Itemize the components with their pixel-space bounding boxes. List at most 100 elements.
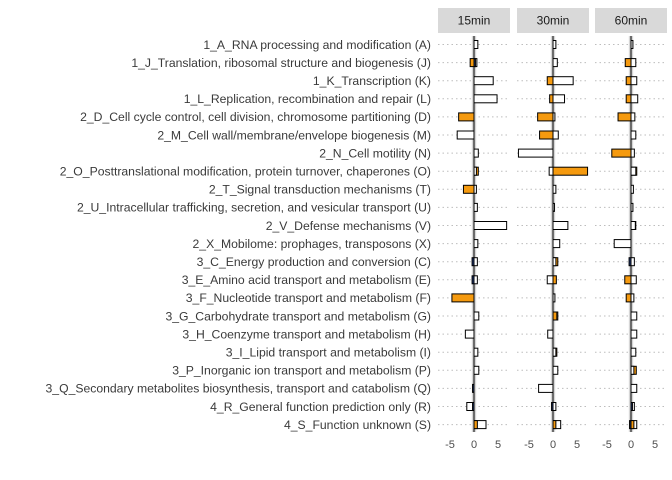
bar-60min-3-f-nucleotide-transport-and-metabolism-f — [625, 293, 632, 303]
bar-60min-3-h-coenzyme-transport-and-metabolism-h — [630, 329, 638, 339]
bar-60min-1-l-replication-recombination-and-repair-l — [625, 94, 632, 104]
bar-30min-3-p-inorganic-ion-transport-and-metabolism-p — [552, 365, 559, 375]
bar-15min-2-v-defense-mechanisms-v — [473, 221, 508, 230]
category-label-2-d-cell-cycle-control-cell-division-chromosome-partitioning-d: 2_D_Cell cycle control, cell division, c… — [80, 110, 431, 124]
category-label-1-l-replication-recombination-and-repair-l: 1_L_Replication, recombination and repai… — [184, 92, 431, 106]
x-tick-label: -5 — [524, 439, 534, 451]
bar-15min-1-k-transcription-k — [473, 76, 494, 86]
bar-30min-3-g-carbohydrate-transport-and-metabolism-g — [552, 311, 558, 321]
bar-60min-3-c-energy-production-and-conversion-c — [630, 257, 635, 267]
bar-60min-2-d-cell-cycle-control-cell-division-chromosome-partitioning-d — [630, 112, 636, 122]
bar-30min-1-k-transcription-k — [546, 76, 554, 86]
bar-30min-2-x-mobilome-prophages-transposons-x — [552, 239, 561, 249]
category-label-3-f-nucleotide-transport-and-metabolism-f: 3_F_Nucleotide transport and metabolism … — [186, 291, 431, 305]
facet-strip-label-60min: 60min — [615, 14, 648, 28]
bar-60min-1-j-translation-ribosomal-structure-and-biogenesis-j — [630, 58, 637, 68]
x-tick-label: 0 — [628, 439, 634, 451]
bar-30min-2-o-posttranslational-modification-protein-turnover-chaperones-o — [552, 166, 589, 176]
category-label-1-j-translation-ribosomal-structure-and-biogenesis-j: 1_J_Translation, ribosomal structure and… — [131, 56, 431, 70]
facet-panels: 15min -5 0 5 30min -5 0 5 60min -5 0 5 — [438, 8, 667, 451]
category-label-2-u-intracellular-trafficking-secretion-and-vesicular-transport-u: 2_U_Intracellular trafficking, secretion… — [77, 201, 431, 215]
bar-15min-1-j-translation-ribosomal-structure-and-biogenesis-j — [469, 58, 475, 68]
category-label-2-x-mobilome-prophages-transposons-x: 2_X_Mobilome: prophages, transposons (X) — [193, 237, 431, 251]
bar-30min-1-l-replication-recombination-and-repair-l — [552, 94, 566, 104]
category-label-2-m-cell-wall-membrane-envelope-biogenesis-m: 2_M_Cell wall/membrane/envelope biogenes… — [157, 128, 431, 142]
x-tick-label: 0 — [471, 439, 477, 451]
x-tick-label: 0 — [550, 439, 556, 451]
bar-15min-2-u-intracellular-trafficking-secretion-and-vesicular-transport-u — [473, 202, 478, 212]
bar-30min-1-l-replication-recombination-and-repair-l — [549, 94, 554, 104]
bar-15min-2-m-cell-wall-membrane-envelope-biogenesis-m — [456, 130, 475, 140]
bar-30min-2-v-defense-mechanisms-v — [552, 221, 569, 230]
bar-15min-3-e-amino-acid-transport-and-metabolism-e — [473, 275, 478, 285]
bar-15min-3-c-energy-production-and-conversion-c — [473, 257, 478, 267]
category-label-3-g-carbohydrate-transport-and-metabolism-g: 3_G_Carbohydrate transport and metabolis… — [165, 309, 431, 323]
bar-60min-1-j-translation-ribosomal-structure-and-biogenesis-j — [624, 58, 632, 68]
bar-60min-3-q-secondary-metabolites-biosynthesis-transport-and-catabolism-q — [630, 383, 638, 393]
category-label-3-q-secondary-metabolites-biosynthesis-transport-and-catabolism-q: 3_Q_Secondary metabolites biosynthesis, … — [46, 382, 431, 396]
bar-60min-2-n-cell-motility-n — [630, 148, 635, 158]
bar-60min-2-m-cell-wall-membrane-envelope-biogenesis-m — [630, 130, 637, 140]
category-label-4-r-general-function-prediction-only-r: 4_R_General function prediction only (R) — [210, 400, 431, 414]
bar-60min-3-i-lipid-transport-and-metabolism-i — [630, 347, 637, 357]
bar-15min-2-d-cell-cycle-control-cell-division-chromosome-partitioning-d — [458, 112, 475, 122]
category-label-1-k-transcription-k: 1_K_Transcription (K) — [313, 74, 431, 88]
bar-15min-3-f-nucleotide-transport-and-metabolism-f — [451, 293, 475, 303]
facet-strip-30min — [517, 8, 589, 33]
bar-60min-2-o-posttranslational-modification-protein-turnover-chaperones-o — [630, 166, 637, 176]
bar-15min-4-s-function-unknown-s — [473, 420, 478, 430]
bar-30min-3-e-amino-acid-transport-and-metabolism-e — [552, 275, 557, 285]
category-label-4-s-function-unknown-s: 4_S_Function unknown (S) — [284, 418, 431, 432]
x-tick-label: -5 — [602, 439, 612, 451]
bar-15min-3-i-lipid-transport-and-metabolism-i — [473, 347, 479, 357]
bar-60min-1-k-transcription-k — [625, 76, 632, 86]
x-tick-label: -5 — [445, 439, 455, 451]
category-label-2-v-defense-mechanisms-v: 2_V_Defense mechanisms (V) — [266, 219, 431, 233]
bar-60min-3-g-carbohydrate-transport-and-metabolism-g — [630, 311, 638, 321]
bar-30min-2-n-cell-motility-n — [517, 148, 554, 158]
facet-panel-15min: 15min -5 0 5 — [438, 8, 510, 451]
bar-30min-3-q-secondary-metabolites-biosynthesis-transport-and-catabolism-q — [538, 383, 554, 393]
bar-15min-2-n-cell-motility-n — [473, 148, 479, 158]
bar-30min-3-e-amino-acid-transport-and-metabolism-e — [546, 275, 554, 285]
bar-30min-2-o-posttranslational-modification-protein-turnover-chaperones-o — [548, 166, 554, 176]
facet-strip-60min — [595, 8, 667, 33]
bar-30min-3-h-coenzyme-transport-and-metabolism-h — [547, 329, 554, 339]
bar-15min-1-a-rna-processing-and-modification-a — [473, 40, 479, 49]
category-label-2-o-posttranslational-modification-protein-turnover-chaperones-o: 2_O_Posttranslational modification, prot… — [60, 165, 431, 179]
bar-15min-2-t-signal-transduction-mechanisms-t — [462, 184, 475, 194]
category-label-2-t-signal-transduction-mechanisms-t: 2_T_Signal transduction mechanisms (T) — [209, 183, 431, 197]
category-label-3-e-amino-acid-transport-and-metabolism-e: 3_E_Amino acid transport and metabolism … — [182, 273, 431, 287]
category-label-3-p-inorganic-ion-transport-and-metabolism-p: 3_P_Inorganic ion transport and metaboli… — [172, 364, 431, 378]
bar-15min-2-x-mobilome-prophages-transposons-x — [473, 239, 479, 249]
facet-panel-60min: 60min -5 0 5 — [595, 8, 667, 451]
category-label-1-a-rna-processing-and-modification-a: 1_A_RNA processing and modification (A) — [203, 38, 431, 52]
category-label-2-n-cell-motility-n: 2_N_Cell motility (N) — [319, 146, 431, 160]
bar-60min-2-d-cell-cycle-control-cell-division-chromosome-partitioning-d — [617, 112, 632, 122]
category-label-3-c-energy-production-and-conversion-c: 3_C_Energy production and conversion (C) — [197, 255, 431, 269]
bar-15min-3-g-carbohydrate-transport-and-metabolism-g — [473, 311, 480, 321]
x-tick-label: 5 — [652, 439, 658, 451]
bar-60min-1-k-transcription-k — [630, 76, 638, 86]
facet-strip-15min — [438, 8, 510, 33]
bar-15min-3-h-coenzyme-transport-and-metabolism-h — [464, 329, 475, 339]
bar-30min-2-m-cell-wall-membrane-envelope-biogenesis-m — [539, 130, 554, 140]
bar-60min-2-n-cell-motility-n — [611, 148, 632, 158]
x-tick-label: 5 — [574, 439, 580, 451]
category-label-3-h-coenzyme-transport-and-metabolism-h: 3_H_Coenzyme transport and metabolism (H… — [182, 327, 431, 341]
bar-15min-1-l-replication-recombination-and-repair-l — [473, 94, 498, 104]
facet-panel-30min: 30min -5 0 5 — [517, 8, 589, 451]
facet-strip-label-30min: 30min — [537, 14, 570, 28]
bar-60min-3-e-amino-acid-transport-and-metabolism-e — [630, 275, 637, 285]
category-label-3-i-lipid-transport-and-metabolism-i: 3_I_Lipid transport and metabolism (I) — [226, 346, 431, 360]
x-tick-label: 5 — [495, 439, 501, 451]
bar-60min-2-v-defense-mechanisms-v — [630, 221, 636, 230]
facet-strip-label-15min: 15min — [458, 14, 491, 28]
category-labels: 1_A_RNA processing and modification (A) 1… — [46, 38, 431, 432]
bar-15min-3-p-inorganic-ion-transport-and-metabolism-p — [473, 365, 480, 375]
bar-30min-1-j-translation-ribosomal-structure-and-biogenesis-j — [552, 58, 558, 68]
bar-60min-3-e-amino-acid-transport-and-metabolism-e — [624, 275, 632, 285]
bar-60min-2-x-mobilome-prophages-transposons-x — [613, 239, 632, 249]
bar-30min-1-k-transcription-k — [552, 76, 574, 86]
